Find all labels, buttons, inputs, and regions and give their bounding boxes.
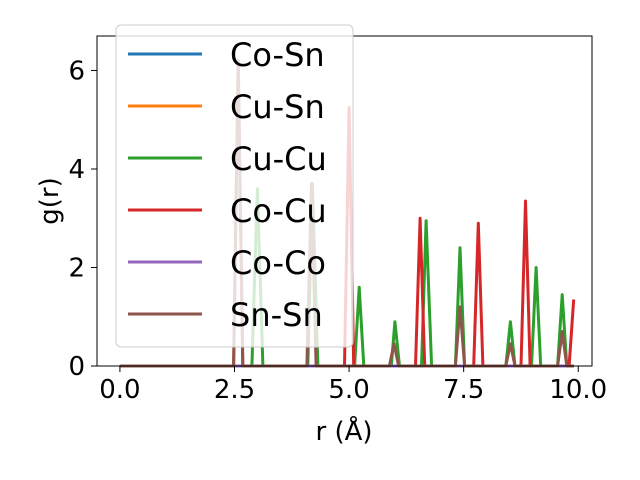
legend-label: Cu-Cu [230,140,327,178]
x-tick-label: 10.0 [549,375,607,405]
legend-label: Co-Cu [230,192,327,230]
x-tick-label: 5.0 [328,375,369,405]
x-tick-label: 7.5 [443,375,484,405]
legend-label: Co-Sn [230,36,325,74]
x-tick-label: 2.5 [214,375,255,405]
x-axis: 0.0 2.5 5.0 7.5 10.0 [99,366,607,405]
legend-label: Cu-Sn [230,88,325,126]
legend-label: Co-Co [230,244,326,282]
legend-label: Sn-Sn [230,296,323,334]
legend: Co-Sn Cu-Sn Cu-Cu Co-Cu Co-Co Sn-Sn [115,24,354,348]
x-axis-label: r (Å) [315,415,372,447]
y-tick-label: 4 [68,155,85,185]
y-tick-label: 0 [68,352,85,382]
y-tick-label: 2 [68,253,85,283]
y-axis-label: g(r) [35,177,65,224]
x-tick-label: 0.0 [99,375,140,405]
y-axis: 0 2 4 6 [68,56,97,382]
y-tick-label: 6 [68,56,85,86]
